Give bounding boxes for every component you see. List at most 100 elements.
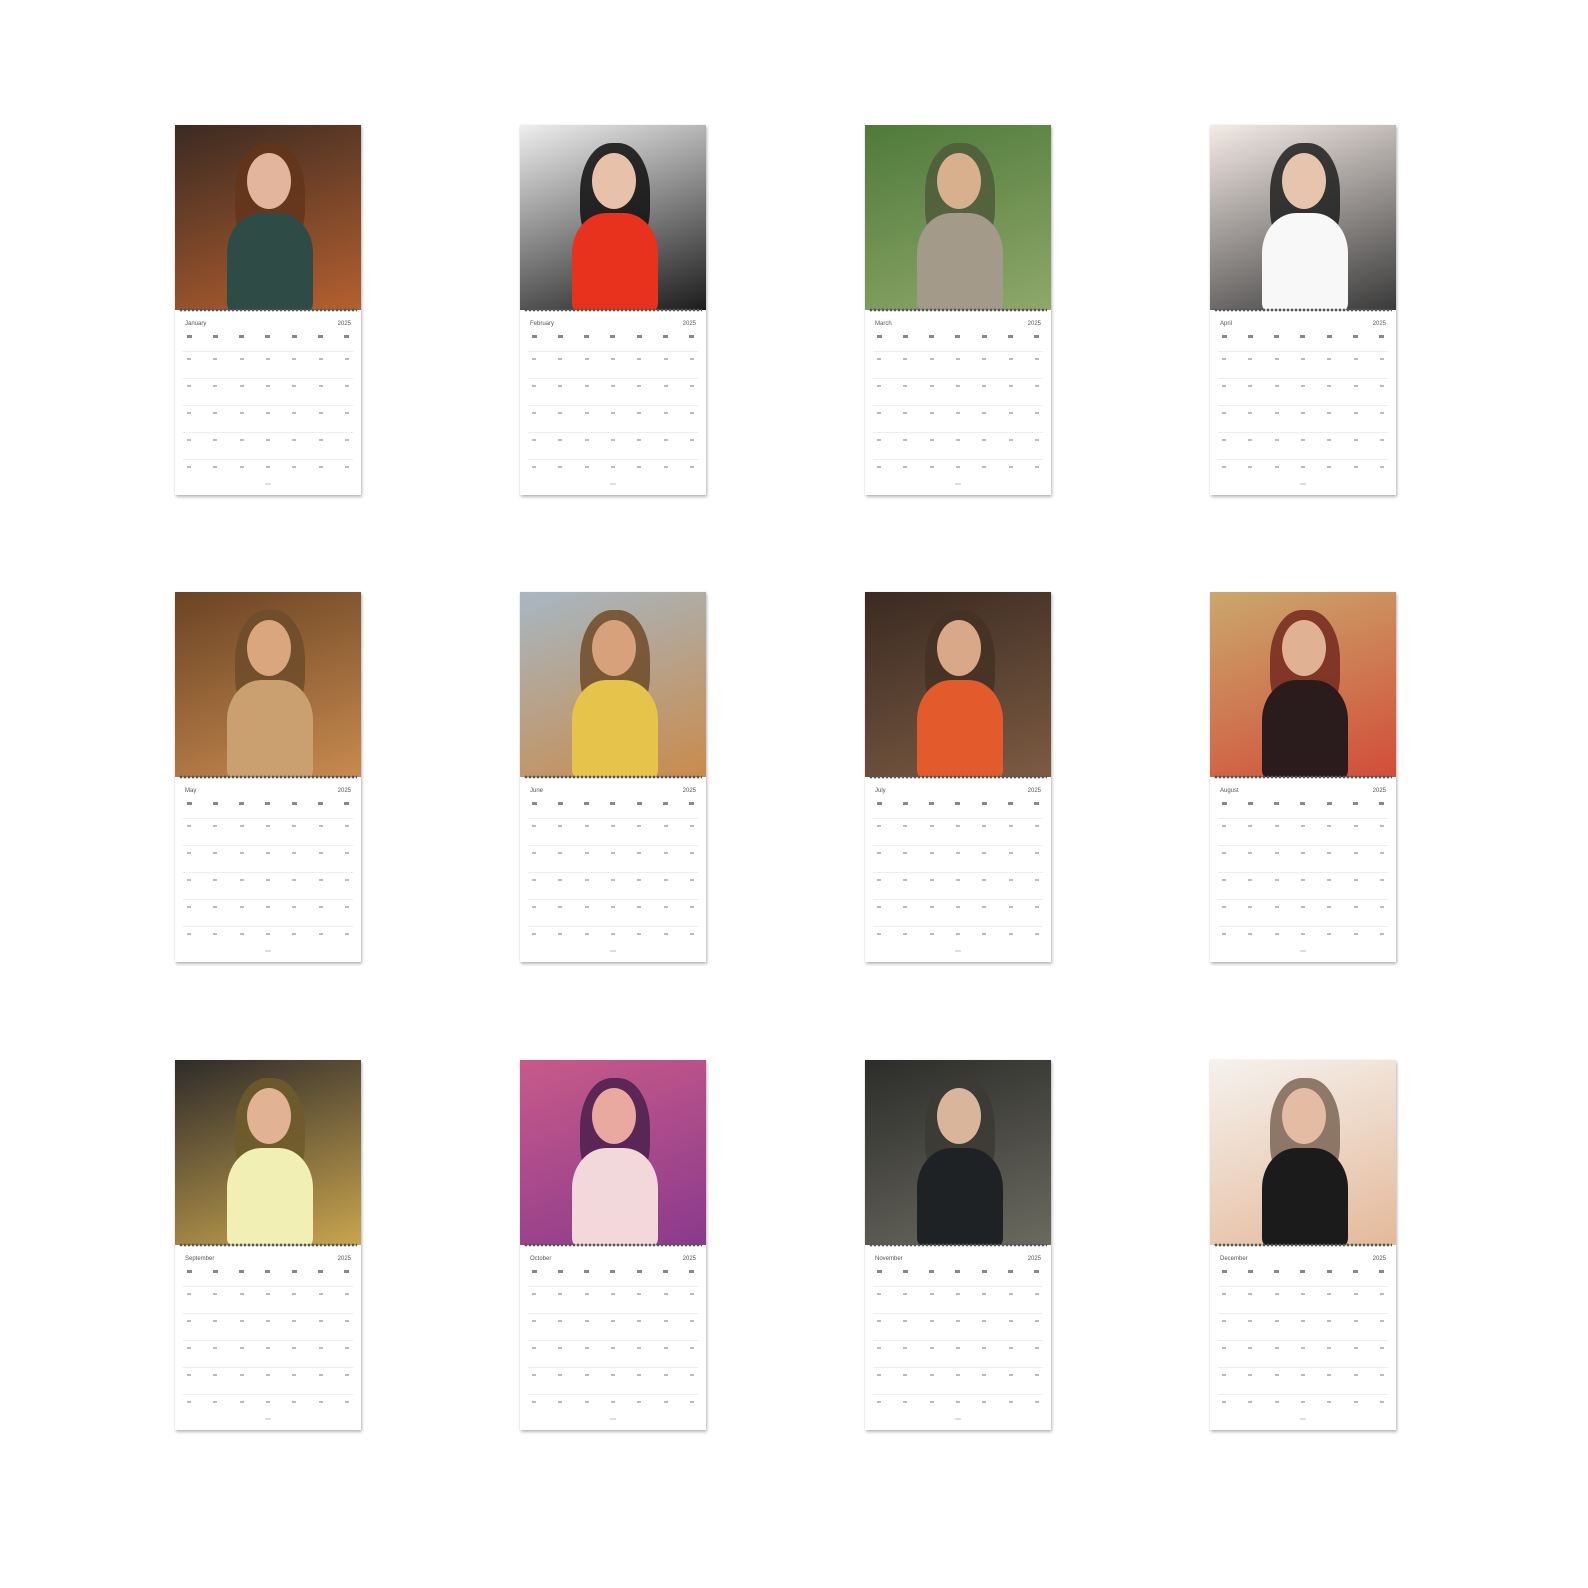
week-row — [1218, 1313, 1388, 1322]
week-row — [1218, 1340, 1388, 1349]
week-row — [183, 351, 353, 360]
week-row — [873, 1394, 1043, 1403]
week-row — [873, 1313, 1043, 1322]
spiral-binding — [524, 774, 702, 782]
weekday-row — [873, 802, 1043, 805]
page-footer-mark — [265, 483, 271, 485]
weekday-row — [528, 335, 698, 338]
month-grid: December 2025 — [1218, 1256, 1388, 1424]
page-footer-mark — [610, 1418, 616, 1420]
page-footer-mark — [955, 1418, 961, 1420]
week-row — [183, 432, 353, 441]
year-label: 2025 — [1372, 1256, 1386, 1262]
weekday-row — [528, 1270, 698, 1273]
month-label: July — [875, 788, 886, 794]
week-row — [1218, 926, 1388, 935]
week-row — [1218, 818, 1388, 827]
calendar-page-may[interactable]: May 2025 — [175, 592, 361, 962]
month-grid: July 2025 — [873, 788, 1043, 956]
month-label: January — [185, 321, 207, 327]
week-row — [873, 459, 1043, 468]
week-row — [1218, 405, 1388, 414]
week-row — [528, 405, 698, 414]
page-footer-mark — [265, 1418, 271, 1420]
week-row — [873, 872, 1043, 881]
month-label: April — [1220, 321, 1233, 327]
month-header: June 2025 — [530, 788, 696, 798]
spiral-binding — [524, 307, 702, 315]
calendar-page-january[interactable]: January 2025 — [175, 125, 361, 495]
week-row — [183, 926, 353, 935]
weekday-row — [183, 1270, 353, 1273]
spiral-binding — [179, 1242, 357, 1250]
calendar-page-september[interactable]: September 2025 — [175, 1060, 361, 1430]
calendar-page-july[interactable]: July 2025 — [865, 592, 1051, 962]
page-footer-mark — [610, 483, 616, 485]
week-row — [873, 405, 1043, 414]
week-row — [528, 818, 698, 827]
year-label: 2025 — [1372, 788, 1386, 794]
month-label: August — [1220, 788, 1239, 794]
month-header: April 2025 — [1220, 321, 1386, 331]
month-label: November — [875, 1256, 903, 1262]
month-grid: November 2025 — [873, 1256, 1043, 1424]
spiral-binding — [869, 774, 1047, 782]
month-header: July 2025 — [875, 788, 1041, 798]
month-grid: September 2025 — [183, 1256, 353, 1424]
week-row — [528, 1367, 698, 1376]
week-row — [1218, 1394, 1388, 1403]
week-row — [528, 1286, 698, 1295]
weekday-row — [873, 1270, 1043, 1273]
month-header: February 2025 — [530, 321, 696, 331]
week-row — [183, 1340, 353, 1349]
year-label: 2025 — [682, 321, 696, 327]
year-label: 2025 — [1027, 1256, 1041, 1262]
week-row — [873, 432, 1043, 441]
month-grid: August 2025 — [1218, 788, 1388, 956]
calendar-page-june[interactable]: June 2025 — [520, 592, 706, 962]
calendar-page-april[interactable]: April 2025 — [1210, 125, 1396, 495]
spiral-binding — [1214, 307, 1392, 315]
calendar-page-december[interactable]: December 2025 — [1210, 1060, 1396, 1430]
week-row — [873, 899, 1043, 908]
weekday-row — [183, 802, 353, 805]
week-row — [183, 818, 353, 827]
calendar-photo — [1210, 592, 1396, 777]
month-header: November 2025 — [875, 1256, 1041, 1266]
week-row — [1218, 872, 1388, 881]
week-row — [873, 1367, 1043, 1376]
page-footer-mark — [955, 950, 961, 952]
calendar-page-march[interactable]: March 2025 — [865, 125, 1051, 495]
month-grid: May 2025 — [183, 788, 353, 956]
spiral-binding — [179, 307, 357, 315]
calendar-photo — [520, 592, 706, 777]
week-row — [528, 872, 698, 881]
week-row — [183, 405, 353, 414]
week-row — [873, 818, 1043, 827]
week-row — [528, 899, 698, 908]
calendar-page-february[interactable]: February 2025 — [520, 125, 706, 495]
page-footer-mark — [265, 950, 271, 952]
calendar-page-november[interactable]: November 2025 — [865, 1060, 1051, 1430]
calendar-photo — [520, 125, 706, 310]
calendar-page-august[interactable]: August 2025 — [1210, 592, 1396, 962]
month-grid: April 2025 — [1218, 321, 1388, 489]
weekday-row — [183, 335, 353, 338]
month-grid: October 2025 — [528, 1256, 698, 1424]
page-footer-mark — [1300, 483, 1306, 485]
year-label: 2025 — [1027, 321, 1041, 327]
week-row — [183, 899, 353, 908]
week-row — [528, 845, 698, 854]
calendar-photo — [520, 1060, 706, 1245]
week-row — [873, 351, 1043, 360]
month-header: January 2025 — [185, 321, 351, 331]
week-row — [183, 378, 353, 387]
week-row — [1218, 432, 1388, 441]
year-label: 2025 — [1372, 321, 1386, 327]
spiral-binding — [1214, 1242, 1392, 1250]
calendar-page-october[interactable]: October 2025 — [520, 1060, 706, 1430]
month-label: March — [875, 321, 892, 327]
week-row — [183, 872, 353, 881]
month-grid: February 2025 — [528, 321, 698, 489]
calendar-photo — [1210, 1060, 1396, 1245]
